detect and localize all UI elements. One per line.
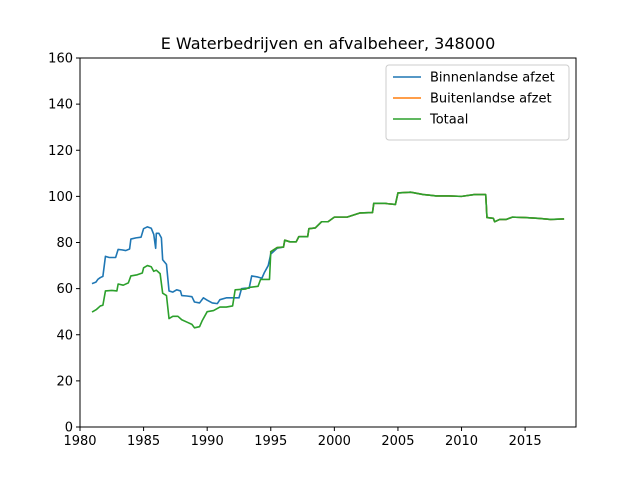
- series-line-totaal: [91, 191, 565, 329]
- legend-label: Buitenlandse afzet: [430, 92, 552, 107]
- legend-label: Totaal: [429, 113, 468, 128]
- x-tick-label: 2015: [509, 434, 542, 449]
- y-tick-label: 60: [56, 282, 73, 297]
- y-tick-label: 20: [56, 374, 73, 389]
- x-tick-label: 2010: [445, 434, 478, 449]
- y-tick-label: 140: [48, 98, 73, 113]
- legend-box: [385, 64, 570, 141]
- chart-title: E Waterbedrijven en afvalbeheer, 348000: [161, 34, 496, 53]
- x-tick-label: 2000: [318, 434, 351, 449]
- x-tick-label: 1990: [191, 434, 224, 449]
- plot-frame: [79, 57, 577, 428]
- x-tick-label: 1995: [254, 434, 287, 449]
- x-tick-label: 1985: [127, 434, 160, 449]
- y-tick-label: 100: [48, 190, 73, 205]
- x-tick-label: 1980: [63, 434, 96, 449]
- legend: Binnenlandse afzet Buitenlandse afzet Tota…: [385, 64, 570, 141]
- y-tick-label: 80: [56, 236, 73, 251]
- y-tick-label: 0: [65, 421, 73, 436]
- legend-label: Binnenlandse afzet: [430, 71, 555, 86]
- y-tick-label: 40: [56, 328, 73, 343]
- series-lines: [91, 191, 565, 329]
- series-line-buitenlandse-afzet: [269, 191, 565, 253]
- series-line-binnenlandse-afzet: [91, 191, 565, 305]
- x-axis-ticks: 1980 1985 1990 1995 2000 2005 2010 2015: [63, 427, 542, 449]
- y-axis-ticks: 0 20 40 60 80 100 120 140 160: [48, 52, 80, 436]
- x-tick-label: 2005: [381, 434, 414, 449]
- y-tick-label: 160: [48, 52, 73, 67]
- y-tick-label: 120: [48, 144, 73, 159]
